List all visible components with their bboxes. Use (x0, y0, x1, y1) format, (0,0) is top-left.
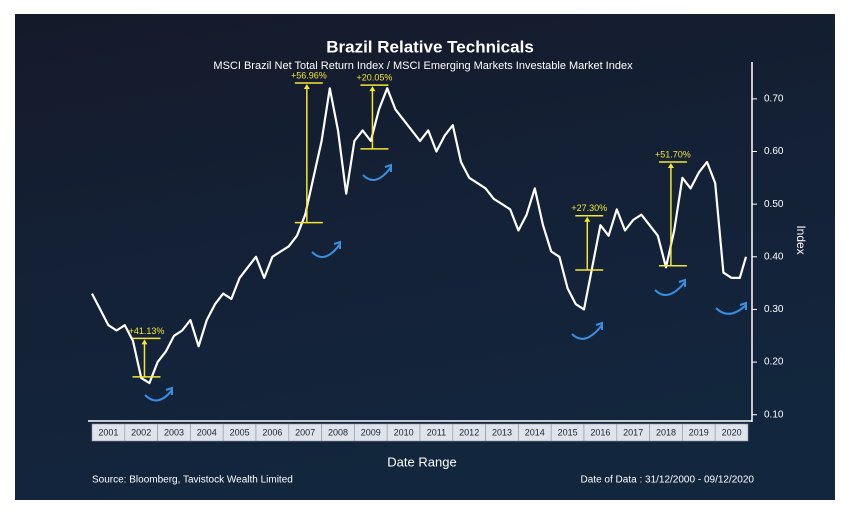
y-axis-label: Index (794, 225, 808, 254)
chart-subtitle: MSCI Brazil Net Total Return Index / MSC… (213, 60, 633, 72)
x-tick-label: 2004 (197, 427, 217, 437)
bracket-arrow (667, 163, 674, 169)
x-tick-label: 2013 (492, 427, 512, 437)
arrow (362, 163, 392, 181)
y-tick-label: 0.30 (764, 304, 784, 315)
y-tick-label: 0.40 (764, 251, 784, 262)
decor-arrows (144, 163, 747, 402)
bracket-arrow (584, 216, 591, 222)
x-tick-label: 2014 (525, 427, 545, 437)
arrow (571, 321, 603, 340)
x-tick-label: 2010 (394, 427, 414, 437)
date-note: Date of Data : 31/12/2000 - 09/12/2020 (581, 475, 755, 486)
x-tick-label: 2003 (164, 427, 184, 437)
x-tick-label: 2001 (98, 427, 118, 437)
year-box (714, 423, 749, 442)
x-tick-label: 2016 (590, 427, 610, 437)
arrow (654, 278, 686, 296)
index-line (91, 87, 748, 385)
bracket-arrow (141, 339, 148, 345)
y-tick-label: 0.50 (764, 199, 784, 210)
x-tick-label: 2012 (459, 427, 479, 437)
y-tick-label: 0.20 (764, 357, 784, 368)
x-tick-label: 2005 (230, 427, 250, 437)
bracket-arrow (303, 84, 310, 90)
x-tick-label: 2020 (722, 427, 742, 437)
y-tick-label: 0.70 (764, 93, 784, 104)
x-tick-label: 2019 (689, 427, 709, 437)
x-tick-label: 2008 (328, 427, 348, 437)
arrow (144, 386, 173, 402)
arrow (311, 240, 341, 258)
x-tick-label: 2009 (361, 427, 381, 437)
arrow (715, 301, 747, 315)
annotation-label: +51.70% (655, 149, 691, 159)
x-tick-label: 2015 (558, 427, 578, 437)
x-tick-label: 2002 (131, 427, 151, 437)
annotation-label: +20.05% (357, 73, 393, 83)
panel (15, 14, 835, 500)
source-note: Source: Bloomberg, Tavistock Wealth Limi… (92, 475, 293, 486)
x-tick-label: 2018 (656, 427, 676, 437)
x-tick-label: 2011 (427, 427, 446, 437)
y-tick-label: 0.60 (764, 146, 784, 157)
annotation-label: +56.96% (291, 70, 327, 80)
x-axis-label: Date Range (387, 454, 456, 469)
bracket-arrow (369, 86, 376, 92)
annotation-label: +41.13% (129, 326, 165, 336)
x-tick-label: 2017 (623, 427, 643, 437)
chart-title: Brazil Relative Technicals (326, 37, 534, 56)
y-tick-label: 0.10 (764, 409, 784, 420)
annotation-label: +27.30% (571, 203, 607, 213)
x-tick-label: 2006 (262, 427, 282, 437)
x-tick-label: 2007 (295, 427, 315, 437)
